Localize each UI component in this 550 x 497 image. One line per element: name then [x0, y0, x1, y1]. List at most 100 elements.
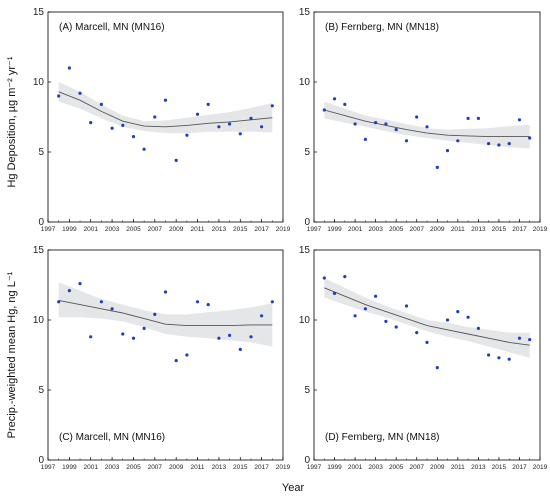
panel-c-data-point [67, 289, 71, 293]
panel-d-title: (D) Fernberg, MN (MN18) [325, 432, 439, 443]
panel-d-data-point [507, 357, 511, 361]
panel-b-data-point [507, 142, 511, 146]
panel-c-confidence-band [58, 282, 273, 347]
panel-d-y-tick-label: 0 [304, 455, 310, 466]
panel-d-x-tick-label: 1997 [307, 464, 322, 471]
panel-c-data-point [238, 347, 242, 351]
panel-b-data-point [353, 122, 357, 126]
panel-d-data-point [394, 325, 398, 329]
panel-a-data-point [99, 102, 103, 106]
panel-a-confidence-band [58, 82, 273, 134]
panel-d-y-tick-label: 10 [299, 315, 311, 326]
panel-b-trend-line [324, 109, 530, 138]
panel-a-y-tick-label: 0 [38, 217, 44, 228]
panel-b-confidence-band [324, 101, 530, 149]
panel-d-data-point [497, 356, 501, 360]
panel-b-trend [324, 109, 530, 138]
panel-d-x-tick-label: 2017 [512, 464, 527, 471]
panel-d-data-point [384, 319, 388, 323]
panel-a-data-point [57, 94, 61, 98]
panel-d-points [322, 275, 532, 370]
panel-b-x-tick-label: 2011 [451, 226, 465, 233]
panel-a-band [58, 82, 273, 134]
panel-d-x-tick-label: 2015 [492, 464, 507, 471]
panel-d-frame [313, 249, 541, 461]
panel-d-data-point [415, 331, 419, 335]
panel-d-trend [324, 287, 530, 346]
panel-a-x-tick-label: 2013 [212, 226, 227, 233]
panel-b-data-point [528, 136, 532, 140]
y-axis-title-bottom: Precip.-weighted mean Hg, ng L⁻¹ [6, 271, 18, 438]
panel-d-x-tick-label: 2003 [368, 464, 383, 471]
panel-b-x-tick-label: 2019 [533, 226, 548, 233]
panel-d-data-point [435, 366, 439, 370]
panel-d-y-tick-label: 5 [304, 385, 310, 396]
panel-d-x-tick-label: 2005 [389, 464, 404, 471]
panel-c-frame [47, 249, 284, 461]
panel-c-data-point [217, 336, 221, 340]
panel-b-data-point [374, 121, 378, 125]
panel-d-x-tick-label: 2009 [430, 464, 445, 471]
panel-c-data-point [195, 300, 200, 304]
panel-d-band [324, 278, 530, 358]
panel-a-data-point [270, 104, 274, 108]
panel-d-data-point [528, 338, 532, 342]
panel-b-y-tick-label: 5 [304, 147, 310, 158]
panel-a-y-tick-label: 10 [33, 77, 45, 88]
panel-a-x-tick-label: 2005 [126, 226, 141, 233]
panel-d-x-tick-label: 2013 [471, 464, 486, 471]
panel-b-x-tick-label: 1997 [307, 226, 322, 233]
panel-c-data-point [78, 282, 82, 286]
panel-b-data-point [517, 118, 522, 122]
panel-c-points [57, 282, 274, 363]
panel-a-data-point [89, 121, 93, 125]
panel-a-x-tick-label: 2007 [148, 226, 163, 233]
panel-b-data-point [476, 116, 480, 120]
panel-c-data-point [185, 353, 189, 357]
panel-c-x-tick-label: 2013 [212, 464, 227, 471]
panel-d-x-tick-label: 1999 [327, 464, 342, 471]
panel-d: 1997 1999 2001 2003 2005 2007 2009 2011 2013 2015… [299, 245, 548, 471]
panel-b-data-point [456, 139, 460, 143]
panel-c-y-tick-label: 0 [38, 455, 44, 466]
panel-d-x-tick-label: 2001 [348, 464, 363, 471]
panel-b-data-point [425, 125, 429, 129]
panel-b-band [324, 101, 530, 149]
panel-a-y-tick-label: 15 [33, 7, 45, 18]
panel-a-x-tick-label: 2011 [191, 226, 205, 233]
panel-d-x-tick-label: 2011 [451, 464, 465, 471]
panel-c-x-tick-label: 2015 [233, 464, 248, 471]
panel-c-x-tick-label: 2005 [126, 464, 141, 471]
panel-d-data-point [466, 315, 470, 319]
panel-a-trend-line [58, 91, 273, 128]
panel-a-data-point [217, 125, 221, 129]
panel-c-data-point [142, 326, 146, 330]
panel-a: 1997 1999 2001 2003 2005 2007 2009 2011 2013 2015… [33, 7, 291, 233]
panel-a-y-tick-label: 5 [38, 147, 44, 158]
panel-c-x-tick-label: 2009 [169, 464, 184, 471]
panel-c-x-tick-label: 2017 [254, 464, 269, 471]
panel-b-x-tick-label: 2001 [348, 226, 363, 233]
y-axis-title-top: Hg Deposition, µg m⁻² yr⁻¹ [6, 56, 18, 187]
panel-c-title: (C) Marcell, MN (MN16) [59, 432, 165, 443]
panel-b: 1997 1999 2001 2003 2005 2007 2009 2011 2013 2015… [299, 7, 548, 233]
panel-c-data-point [153, 312, 157, 316]
panel-c-data-point [110, 307, 114, 311]
panel-b-data-point [332, 97, 337, 101]
panel-b-x-tick-label: 2015 [492, 226, 507, 233]
panel-b-data-point [466, 116, 470, 120]
panel-a-axes: 1997 1999 2001 2003 2005 2007 2009 2011 2013 2015… [33, 7, 291, 233]
panel-d-data-point [456, 310, 460, 314]
panel-b-y-tick-label: 15 [299, 7, 311, 18]
panel-d-trend-line [324, 287, 530, 346]
panel-a-data-point [206, 102, 210, 106]
panel-d-data-point [425, 340, 429, 344]
panel-c-data-point [89, 335, 93, 339]
panel-b-data-point [435, 165, 439, 169]
panel-c-x-tick-label: 2001 [83, 464, 98, 471]
panel-c-data-point [99, 300, 103, 304]
panel-a-data-point [238, 132, 242, 136]
panel-a-x-tick-label: 2019 [276, 226, 291, 233]
panel-d-data-point [404, 304, 409, 308]
